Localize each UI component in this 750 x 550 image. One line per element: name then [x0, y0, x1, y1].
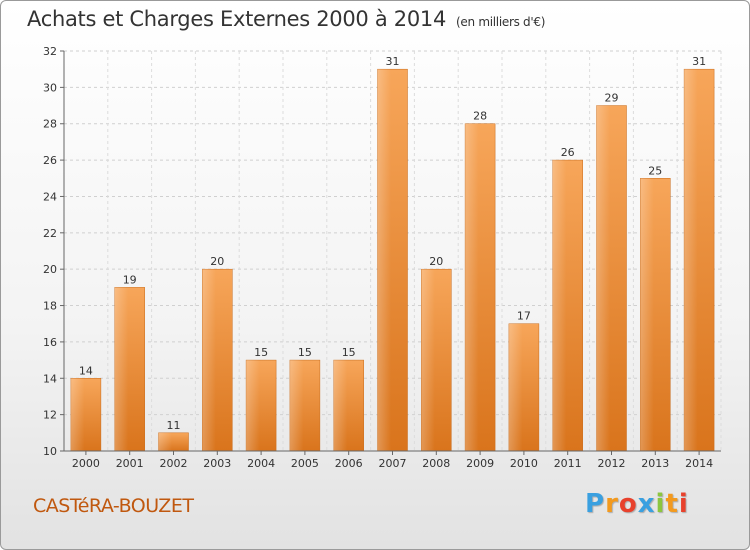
bar-highlight [289, 360, 304, 451]
x-tick-label: 2009 [466, 457, 494, 470]
logo-letter: P [585, 489, 606, 519]
bar-value-label: 11 [167, 419, 181, 432]
bar-highlight [508, 323, 523, 451]
proxiti-logo: Proxiti [585, 489, 689, 519]
chart-title: Achats et Charges Externes 2000 à 2014 (e… [27, 7, 545, 31]
x-tick-label: 2013 [641, 457, 669, 470]
x-tick-label: 2005 [291, 457, 319, 470]
x-tick-label: 2006 [335, 457, 363, 470]
bar-highlight [421, 269, 435, 451]
y-tick-label: 14 [43, 372, 57, 385]
bar-highlight [114, 287, 129, 451]
x-tick-label: 2012 [598, 457, 626, 470]
x-tick-label: 2008 [422, 457, 450, 470]
bar-highlight [333, 360, 348, 451]
bar-value-label: 20 [210, 255, 224, 268]
x-tick-label: 2014 [685, 457, 713, 470]
bar-highlight [202, 269, 216, 451]
bar-value-label: 15 [298, 346, 312, 359]
logo-letter: o [618, 489, 638, 519]
x-tick-label: 2010 [510, 457, 538, 470]
bar-value-label: 20 [429, 255, 443, 268]
bar-value-label: 17 [517, 310, 531, 323]
y-tick-label: 32 [43, 45, 57, 58]
bar-value-label: 31 [692, 55, 706, 68]
bar-value-label: 14 [79, 364, 93, 377]
y-tick-label: 26 [43, 154, 57, 167]
logo-letter: r [605, 489, 619, 519]
bar-value-label: 19 [123, 273, 137, 286]
x-tick-label: 2003 [203, 457, 231, 470]
y-tick-label: 22 [43, 227, 57, 240]
bar-highlight [684, 69, 698, 451]
bar-highlight [246, 360, 260, 451]
x-tick-label: 2001 [116, 457, 144, 470]
y-tick-label: 24 [43, 190, 57, 203]
x-tick-label: 2000 [72, 457, 100, 470]
bar-highlight [70, 378, 85, 451]
logo-letter: x [637, 489, 656, 519]
bar-highlight [552, 160, 567, 451]
bar-value-label: 26 [561, 146, 575, 159]
x-tick-label: 2007 [379, 457, 407, 470]
y-tick-label: 28 [43, 118, 57, 131]
bar-value-label: 25 [648, 164, 662, 177]
chart-unit: (en milliers d'€) [456, 15, 546, 29]
x-tick-label: 2002 [160, 457, 188, 470]
bar-highlight [465, 123, 479, 452]
bar-highlight [596, 105, 610, 451]
bar-highlight [377, 69, 391, 451]
logo-letter: i [655, 489, 666, 519]
y-tick-label: 30 [43, 81, 57, 94]
bar-value-label: 29 [605, 92, 619, 105]
bar-value-label: 15 [254, 346, 268, 359]
y-tick-label: 10 [43, 445, 57, 458]
bar-value-label: 31 [386, 55, 400, 68]
y-tick-label: 16 [43, 336, 57, 349]
bar-value-label: 15 [342, 346, 356, 359]
commune-name: CASTéRA-BOUZET [33, 495, 194, 517]
logo-letter: t [665, 489, 679, 519]
y-tick-label: 18 [43, 300, 57, 313]
y-tick-label: 20 [43, 263, 57, 276]
chart-title-text: Achats et Charges Externes 2000 à 2014 [27, 7, 447, 31]
bar-value-label: 28 [473, 110, 487, 123]
bar-highlight [158, 432, 172, 451]
bar-highlight [640, 178, 654, 452]
x-tick-label: 2011 [554, 457, 582, 470]
logo-letter: i [678, 489, 689, 519]
y-tick-label: 12 [43, 409, 57, 422]
x-tick-label: 2004 [247, 457, 275, 470]
